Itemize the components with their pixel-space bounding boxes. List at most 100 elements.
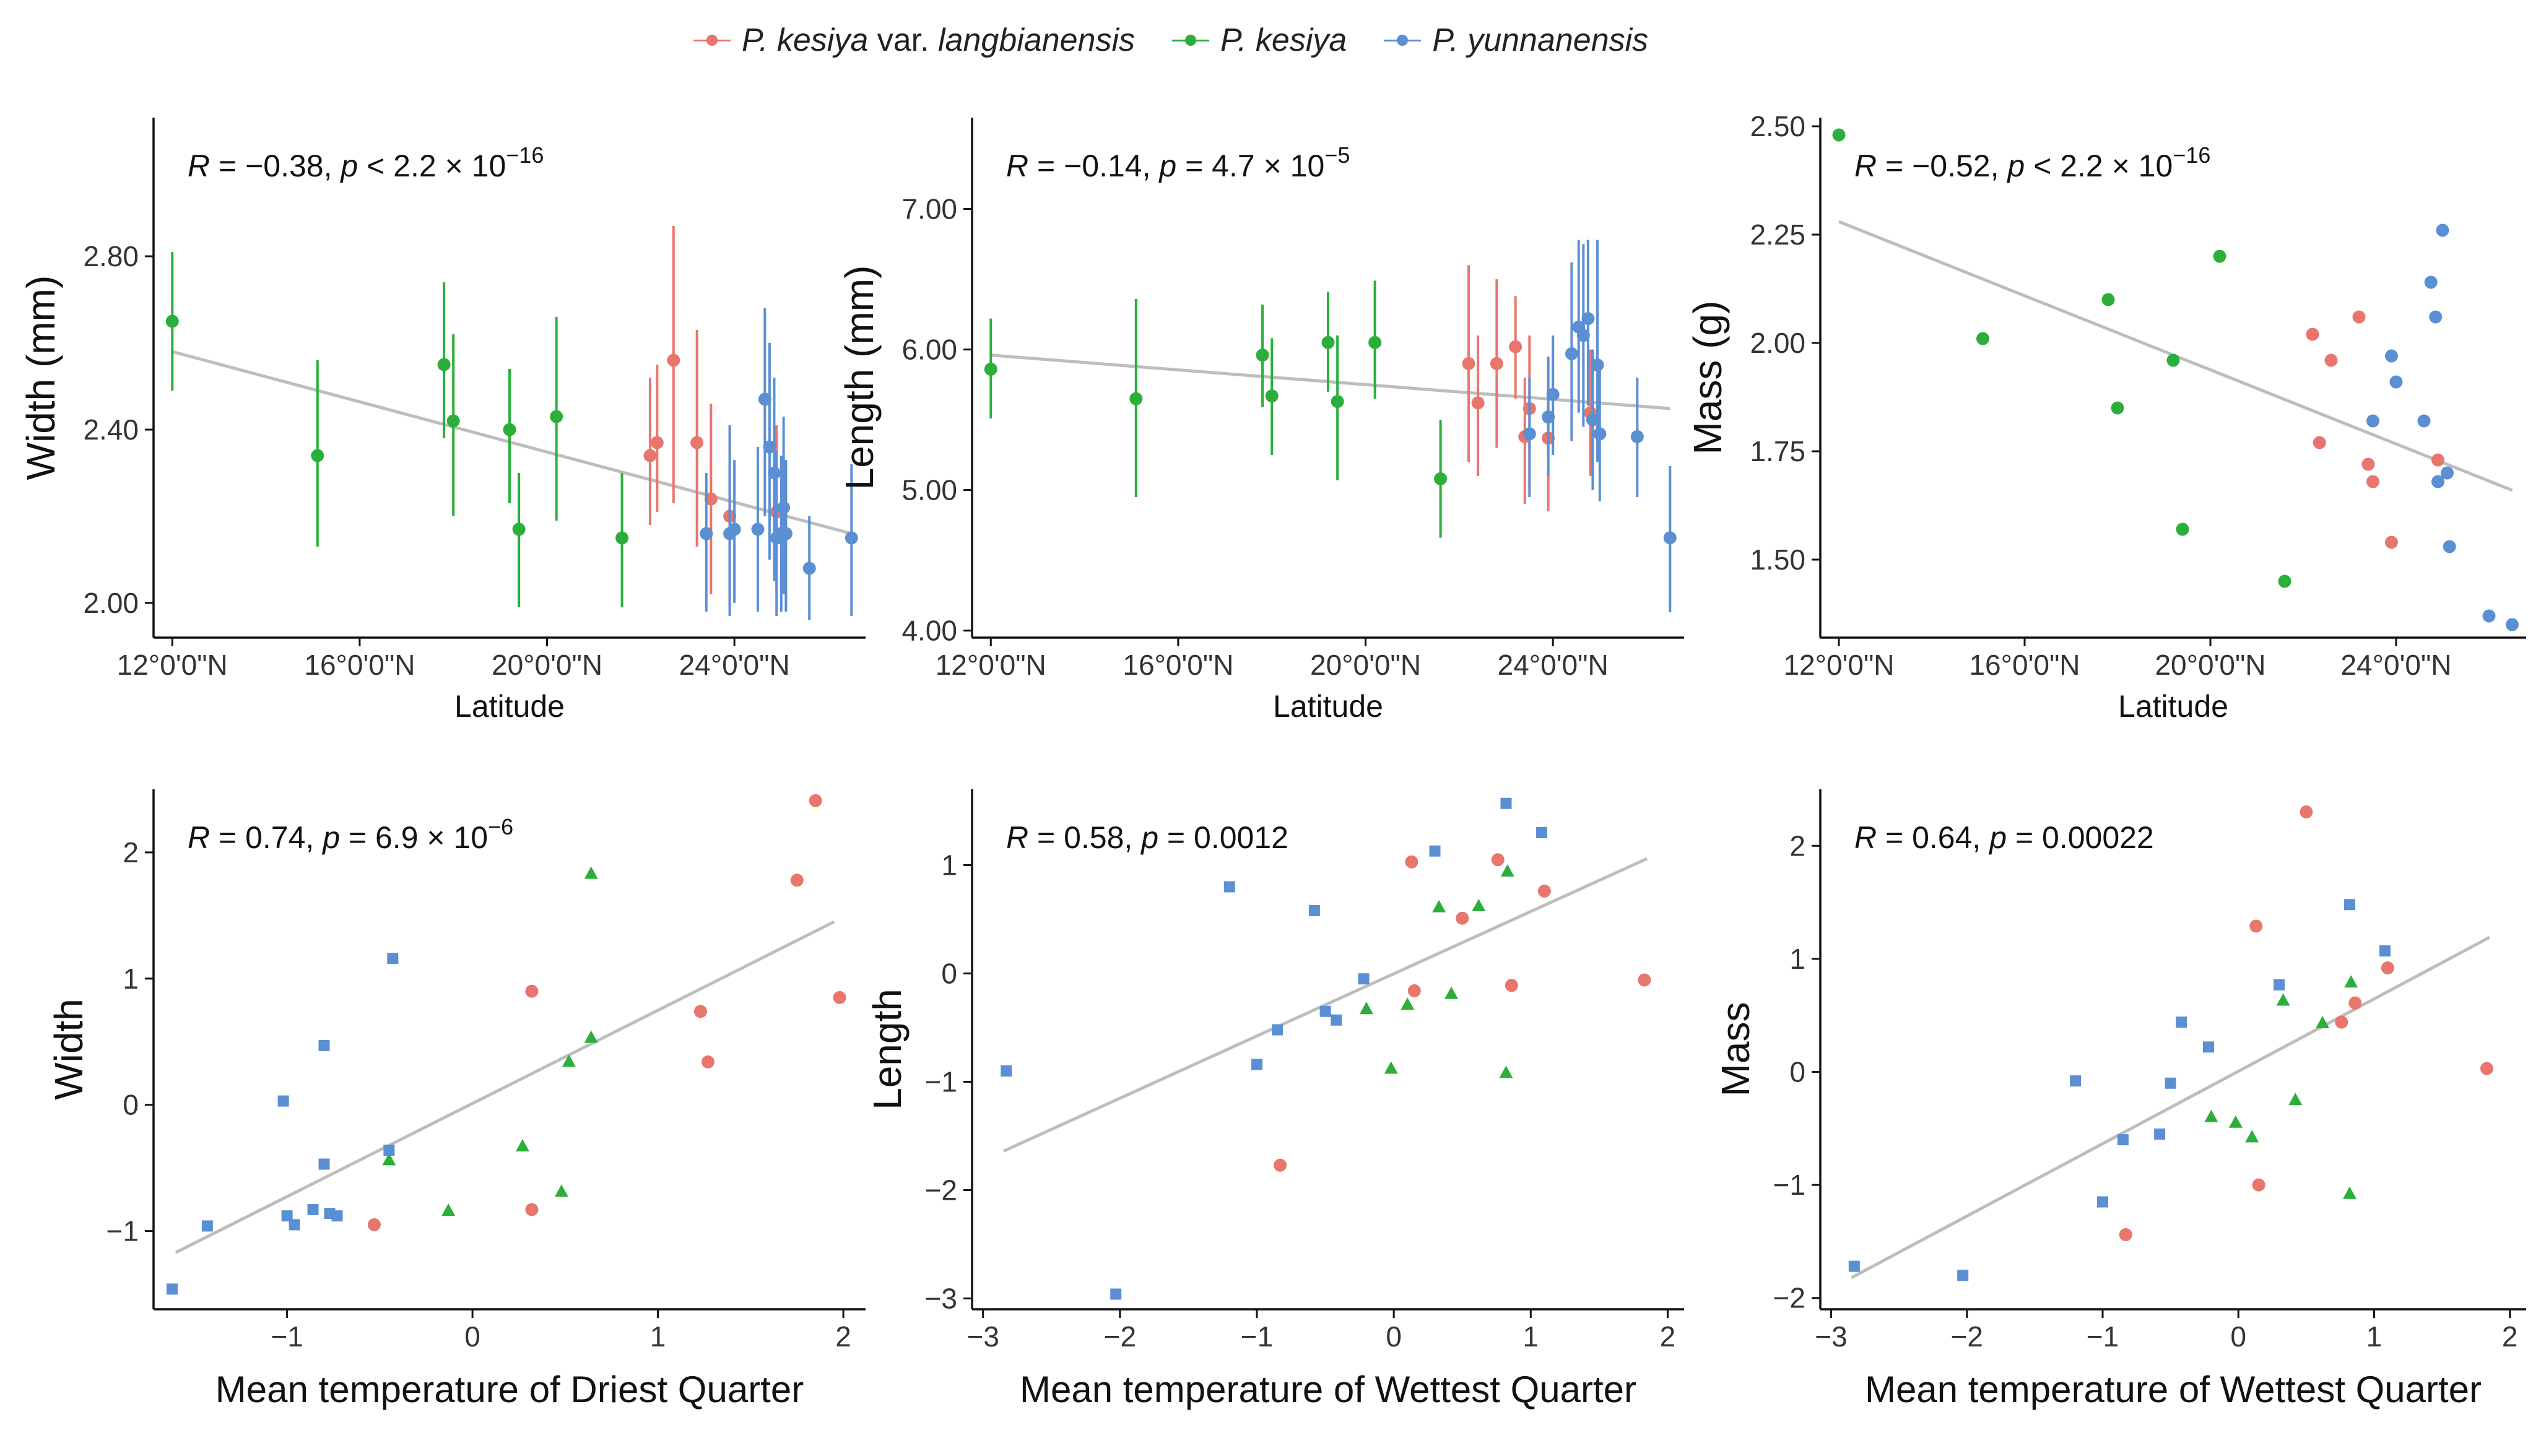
data-point: [767, 466, 781, 480]
data-point: [2324, 353, 2338, 367]
data-point: [311, 449, 324, 462]
data-point: [2176, 1016, 2187, 1028]
stat-r-symbol: R: [1854, 820, 1877, 855]
data-point: [277, 1095, 289, 1107]
y-tick-label: 2.80: [83, 240, 139, 272]
data-point: [2344, 975, 2358, 988]
data-point: [166, 1283, 178, 1295]
data-point: [1321, 336, 1335, 349]
x-axis-title: Latitude: [454, 689, 565, 724]
x-tick-label: 0: [1386, 1320, 1402, 1353]
data-point: [1368, 336, 1382, 349]
data-point: [201, 1220, 213, 1232]
series-kesiya: [1359, 864, 1514, 1078]
data-point: [2366, 475, 2379, 488]
data-point: [728, 522, 741, 536]
stat-p-value: < 2.2 × 10: [2025, 149, 2173, 183]
data-point: [2306, 327, 2319, 341]
stat-r-value: = −0.38,: [210, 149, 341, 183]
x-axis-title: Mean temperature of Wettest Quarter: [1865, 1369, 2482, 1410]
legend-label-langbianensis: P. kesiya var. langbianensis: [742, 22, 1136, 58]
data-point: [2424, 275, 2438, 289]
y-tick-label: 2.25: [1750, 219, 1805, 251]
data-point: [1832, 128, 1846, 142]
stat-p-value: = 0.0012: [1158, 820, 1288, 855]
data-point: [2343, 1186, 2356, 1199]
series-yunnanensis: [700, 308, 858, 620]
series-yunnanensis: [2366, 223, 2519, 631]
data-point: [2366, 414, 2379, 428]
data-point: [1500, 864, 1514, 877]
stat-r-symbol: R: [1854, 149, 1877, 183]
data-point: [2249, 919, 2263, 933]
stat-r-symbol: R: [1006, 149, 1028, 183]
stat-p-exponent: −5: [1324, 142, 1350, 168]
regression-line: [175, 920, 835, 1254]
data-point: [441, 1203, 456, 1216]
stats-annotation: R = −0.14, p = 4.7 × 10−5: [1006, 142, 1350, 183]
data-point: [2417, 414, 2431, 428]
x-tick-label: 12°0'0"N: [936, 649, 1046, 681]
stat-p-value: = 6.9 × 10: [340, 820, 488, 855]
data-point: [1471, 396, 1485, 410]
data-point: [1848, 1260, 1860, 1272]
series-yunnanensis: [1848, 899, 2391, 1281]
data-point: [751, 522, 765, 536]
data-point: [2097, 1196, 2108, 1208]
x-tick-label: −1: [2087, 1320, 2119, 1353]
data-point: [515, 1138, 529, 1151]
data-point: [2288, 1093, 2303, 1106]
data-point: [165, 314, 179, 328]
data-point: [1546, 388, 1560, 401]
x-tick-label: 12°0'0"N: [117, 649, 228, 681]
y-tick-label: −1: [106, 1215, 139, 1247]
x-tick-label: 24°0'0"N: [1498, 649, 1609, 681]
data-point: [1384, 1061, 1398, 1074]
data-point: [584, 866, 598, 879]
series-kesiya: [1832, 128, 2291, 588]
y-tick-label: 4.00: [901, 615, 957, 647]
legend-item-langbianensis: P. kesiya var. langbianensis: [693, 22, 1135, 59]
y-tick-label: 2.00: [1750, 327, 1805, 359]
data-point: [802, 561, 816, 575]
data-point: [2506, 618, 2519, 631]
data-point: [2352, 310, 2366, 324]
stats-annotation: R = −0.52, p < 2.2 × 10−16: [1854, 142, 2210, 183]
y-tick-label: 0: [123, 1089, 139, 1121]
y-tick-label: 2.00: [83, 587, 139, 619]
data-point: [2203, 1041, 2214, 1053]
data-point: [1272, 1024, 1284, 1036]
data-point: [2441, 466, 2454, 480]
x-tick-label: 0: [2230, 1320, 2246, 1353]
data-point: [650, 436, 664, 449]
x-tick-label: 16°0'0"N: [1969, 649, 2080, 681]
stats-annotation: R = 0.74, p = 6.9 × 10−6: [188, 814, 513, 855]
legend-label-kesiya: P. kesiya: [1220, 22, 1347, 58]
panel-mass-wettest: −3 −2 −1 0 1 2 −2 −1 0 1 2 Mean temperature of Wett…: [1713, 789, 2526, 1410]
data-point: [1490, 357, 1503, 370]
data-point: [2389, 375, 2403, 389]
y-tick-label: 5.00: [901, 474, 957, 506]
data-point: [1576, 329, 1590, 342]
data-point: [2431, 475, 2444, 488]
data-point: [693, 1005, 707, 1018]
x-tick-label: −2: [1951, 1320, 1983, 1353]
series-kesiya: [2204, 975, 2358, 1199]
stat-r-value: = 0.74,: [210, 820, 323, 855]
series-kesiya: [382, 866, 598, 1216]
data-point: [1308, 905, 1320, 916]
data-point: [383, 1145, 395, 1156]
data-point: [2119, 1228, 2132, 1241]
stat-p-symbol: p: [339, 149, 358, 183]
stats-annotation: R = −0.38, p < 2.2 × 10−16: [188, 142, 544, 183]
stat-p-symbol: p: [1140, 820, 1158, 855]
data-point: [2348, 996, 2362, 1010]
y-axis-title: Length: [865, 989, 910, 1110]
data-point: [763, 440, 776, 454]
data-point: [1319, 1005, 1331, 1017]
y-axis-title: Mass (g): [1685, 301, 1730, 455]
x-tick-label: 24°0'0"N: [2340, 649, 2451, 681]
data-point: [1251, 1059, 1262, 1070]
stat-p-value: < 2.2 × 10: [358, 149, 506, 183]
